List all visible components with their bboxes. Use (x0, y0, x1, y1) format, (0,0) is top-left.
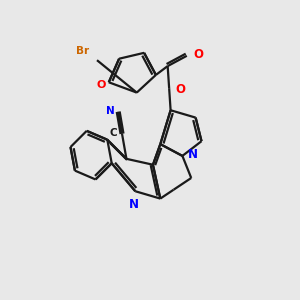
Text: O: O (176, 83, 186, 96)
Text: O: O (97, 80, 106, 90)
Text: N: N (129, 198, 139, 211)
Text: Br: Br (76, 46, 89, 56)
Text: O: O (193, 48, 203, 61)
Text: N: N (188, 148, 198, 161)
Text: C: C (110, 128, 118, 138)
Text: N: N (106, 106, 114, 116)
